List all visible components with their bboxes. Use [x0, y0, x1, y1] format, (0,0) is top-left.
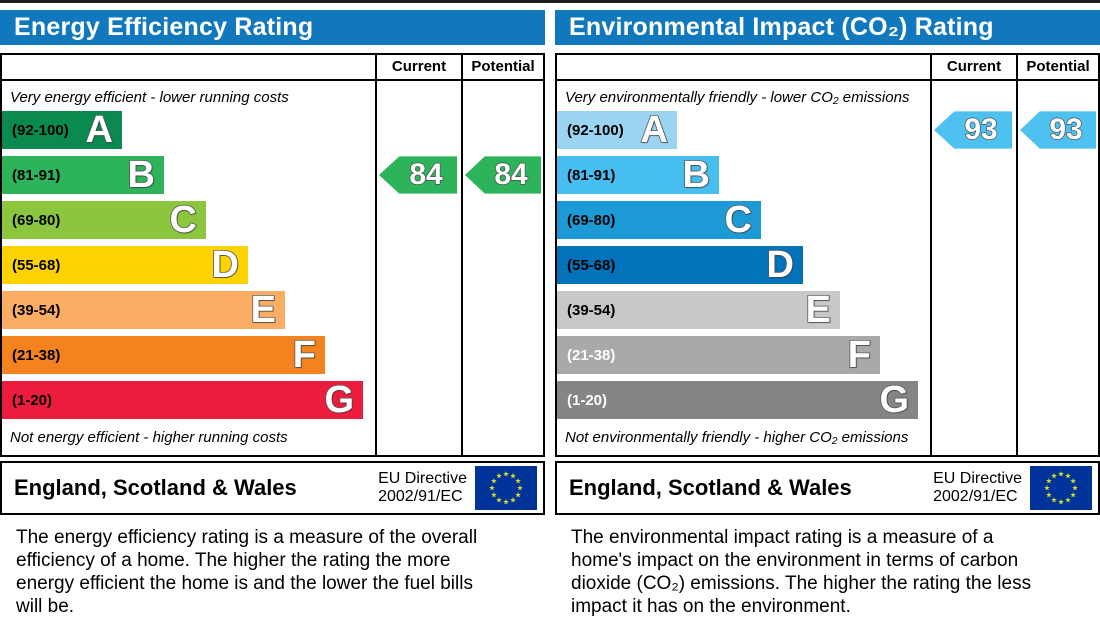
header-spacer-cell: [2, 55, 375, 79]
band-range-label: (81-91): [567, 166, 616, 184]
table-header: Current Potential: [557, 55, 1098, 81]
band-letter: A: [85, 109, 114, 151]
current-rating-value: 93: [964, 112, 999, 146]
current-rating-value: 84: [409, 157, 444, 191]
band-letter: C: [169, 199, 198, 241]
band-a: (92-100) A: [557, 109, 677, 151]
band-range-label: (92-100): [12, 121, 69, 139]
environmental-impact-panel: Environmental Impact (CO₂) Rating Curren…: [555, 3, 1100, 618]
potential-column-header: Potential: [1016, 55, 1098, 79]
panel-title: Environmental Impact (CO₂) Rating: [569, 13, 994, 41]
column-divider: [461, 81, 463, 455]
eu-directive-label: EU Directive 2002/91/EC: [933, 470, 1022, 505]
region-footer: England, Scotland & Wales EU Directive 2…: [555, 461, 1100, 515]
column-divider: [930, 81, 932, 455]
chart-body: Very energy efficient - lower running co…: [2, 81, 543, 455]
column-divider: [375, 81, 377, 455]
energy-efficiency-panel: Energy Efficiency Rating Current Potenti…: [0, 3, 545, 618]
band-letter: G: [324, 379, 355, 421]
band-f: (21-38) F: [557, 334, 880, 376]
band-d: (55-68) D: [2, 244, 248, 286]
region-label: England, Scotland & Wales: [569, 475, 852, 500]
environmental-title-bar: Environmental Impact (CO₂) Rating: [555, 10, 1100, 45]
current-rating-arrow: 84: [379, 156, 457, 194]
band-d: (55-68) D: [557, 244, 803, 286]
potential-rating-value: 93: [1049, 112, 1084, 146]
bottom-caption: Not energy efficient - higher running co…: [10, 429, 288, 446]
band-letter: D: [211, 244, 240, 286]
environmental-description-text: The environmental impact rating is a mea…: [571, 527, 1032, 617]
current-rating-arrow: 93: [934, 111, 1012, 149]
table-header: Current Potential: [2, 55, 543, 81]
header-spacer-cell: [557, 55, 930, 79]
band-letter: E: [250, 289, 277, 331]
top-caption: Very energy efficient - lower running co…: [10, 89, 289, 106]
band-range-label: (21-38): [567, 346, 616, 364]
rating-bands: (92-100) A (81-91) B (69-80) C (55-68) D: [557, 109, 918, 426]
potential-rating-value: 84: [494, 157, 529, 191]
band-range-label: (1-20): [567, 391, 608, 409]
band-c: (69-80) C: [557, 199, 761, 241]
epc-charts-row: Energy Efficiency Rating Current Potenti…: [0, 3, 1100, 618]
band-range-label: (69-80): [567, 211, 616, 229]
band-g: (1-20) G: [557, 379, 918, 421]
band-c: (69-80) C: [2, 199, 206, 241]
band-b: (81-91) B: [2, 154, 164, 196]
region-footer: England, Scotland & Wales EU Directive 2…: [0, 461, 545, 515]
current-column-header: Current: [930, 55, 1016, 79]
band-letter: D: [766, 244, 795, 286]
band-range-label: (1-20): [12, 391, 53, 409]
band-letter: C: [724, 199, 753, 241]
band-letter: G: [879, 379, 910, 421]
environmental-rating-chart: Current Potential Very environmentally f…: [555, 53, 1100, 457]
potential-rating-arrow: 84: [465, 156, 541, 194]
band-letter: F: [292, 334, 317, 376]
band-letter: B: [127, 154, 156, 196]
band-letter: A: [640, 109, 669, 151]
eu-flag-icon: [1030, 466, 1092, 510]
energy-rating-chart: Current Potential Very energy efficient …: [0, 53, 545, 457]
band-range-label: (55-68): [567, 256, 616, 274]
rating-bands: (92-100) A (81-91) B (69-80) C (55-68) D: [2, 109, 363, 426]
band-e: (39-54) E: [557, 289, 840, 331]
band-letter: B: [682, 154, 711, 196]
potential-rating-arrow: 93: [1020, 111, 1096, 149]
panel-title: Energy Efficiency Rating: [14, 13, 314, 41]
top-caption: Very environmentally friendly - lower CO…: [565, 89, 910, 106]
band-letter: E: [805, 289, 832, 331]
band-range-label: (55-68): [12, 256, 61, 274]
chart-body: Very environmentally friendly - lower CO…: [557, 81, 1098, 455]
band-range-label: (81-91): [12, 166, 61, 184]
eu-flag-icon: [475, 466, 537, 510]
bottom-caption: Not environmentally friendly - higher CO…: [565, 429, 909, 446]
band-a: (92-100) A: [2, 109, 122, 151]
band-range-label: (39-54): [567, 301, 616, 319]
band-f: (21-38) F: [2, 334, 325, 376]
band-range-label: (69-80): [12, 211, 61, 229]
top-border-rule: [0, 0, 1100, 3]
band-e: (39-54) E: [2, 289, 285, 331]
potential-column-header: Potential: [461, 55, 543, 79]
band-range-label: (39-54): [12, 301, 61, 319]
band-range-label: (21-38): [12, 346, 61, 364]
band-b: (81-91) B: [557, 154, 719, 196]
column-divider: [1016, 81, 1018, 455]
energy-title-bar: Energy Efficiency Rating: [0, 10, 545, 45]
region-label: England, Scotland & Wales: [14, 475, 297, 500]
energy-description-text: The energy efficiency rating is a measur…: [16, 527, 478, 617]
band-g: (1-20) G: [2, 379, 363, 421]
eu-directive-label: EU Directive 2002/91/EC: [378, 470, 467, 505]
band-letter: F: [847, 334, 872, 376]
band-range-label: (92-100): [567, 121, 624, 139]
current-column-header: Current: [375, 55, 461, 79]
